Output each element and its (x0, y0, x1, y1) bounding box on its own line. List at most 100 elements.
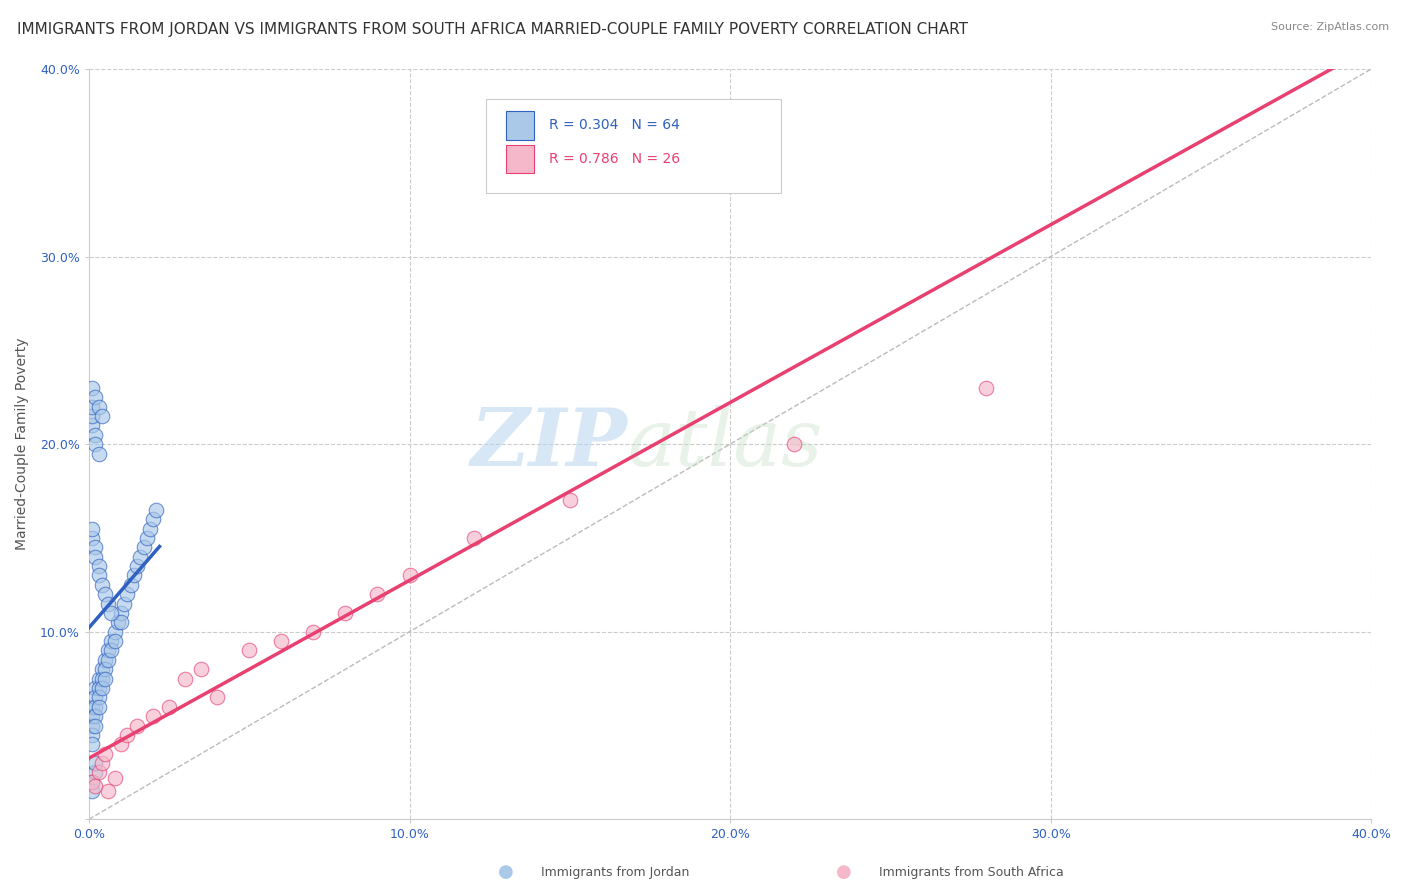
Point (87, 400, 110, 414)
Point (90, 409, 112, 423)
Text: R = 0.304   N = 64: R = 0.304 N = 64 (550, 119, 681, 132)
Point (122, 568, 145, 582)
Text: IMMIGRANTS FROM JORDAN VS IMMIGRANTS FROM SOUTH AFRICA MARRIED-COUPLE FAMILY POV: IMMIGRANTS FROM JORDAN VS IMMIGRANTS FRO… (17, 22, 967, 37)
Point (82, 418, 104, 433)
Point (110, 615, 132, 630)
Point (97, 784, 120, 798)
Point (84, 541, 107, 555)
Point (104, 624, 127, 639)
Point (82, 737, 104, 751)
Point (655, 156, 678, 170)
Point (302, 624, 325, 639)
Point (94, 587, 117, 601)
Point (84, 427, 107, 442)
Point (94, 653, 117, 667)
Point (100, 606, 122, 620)
Point (82, 522, 104, 536)
Point (84, 690, 107, 705)
FancyBboxPatch shape (486, 99, 782, 193)
Point (90, 756, 112, 770)
Point (82, 699, 104, 714)
Point (87, 672, 110, 686)
Point (174, 672, 197, 686)
Point (142, 709, 165, 723)
Point (82, 709, 104, 723)
Point (82, 381, 104, 395)
Point (100, 634, 122, 648)
Point (142, 512, 165, 526)
Text: Immigrants from Jordan: Immigrants from Jordan (541, 866, 690, 879)
Point (120, 578, 142, 592)
Point (82, 409, 104, 423)
Point (87, 690, 110, 705)
Point (94, 672, 117, 686)
Point (117, 728, 139, 742)
Point (84, 437, 107, 451)
Text: Source: ZipAtlas.com: Source: ZipAtlas.com (1271, 22, 1389, 32)
Point (238, 643, 260, 657)
Text: Immigrants from South Africa: Immigrants from South Africa (879, 866, 1063, 879)
Point (90, 578, 112, 592)
Point (135, 531, 157, 545)
Point (129, 549, 152, 564)
Point (97, 597, 120, 611)
Point (87, 765, 110, 780)
Point (145, 503, 167, 517)
Point (82, 774, 104, 789)
Point (107, 615, 129, 630)
Point (132, 541, 155, 555)
Point (87, 446, 110, 460)
Point (110, 737, 132, 751)
Point (84, 756, 107, 770)
Point (84, 390, 107, 404)
Bar (506, 145, 534, 173)
Point (90, 681, 112, 695)
Point (84, 765, 107, 780)
Point (82, 531, 104, 545)
Point (90, 662, 112, 676)
Point (82, 774, 104, 789)
Point (87, 681, 110, 695)
Point (783, 437, 806, 451)
Point (82, 728, 104, 742)
Text: ZIP: ZIP (471, 406, 627, 483)
Point (87, 699, 110, 714)
Point (112, 597, 135, 611)
Point (398, 568, 420, 582)
Point (100, 643, 122, 657)
Y-axis label: Married-Couple Family Poverty: Married-Couple Family Poverty (15, 338, 30, 550)
Point (84, 681, 107, 695)
Point (104, 634, 127, 648)
Point (82, 400, 104, 414)
Text: ●: ● (835, 863, 852, 881)
Point (97, 653, 120, 667)
Point (104, 771, 127, 785)
Point (110, 606, 132, 620)
Point (82, 784, 104, 798)
Point (127, 559, 149, 574)
Point (190, 662, 212, 676)
Point (87, 568, 110, 582)
Point (335, 606, 357, 620)
Bar (506, 112, 534, 139)
Point (205, 690, 228, 705)
Point (558, 493, 581, 508)
Text: atlas: atlas (627, 406, 823, 483)
Point (366, 587, 388, 601)
Point (976, 381, 998, 395)
Point (87, 559, 110, 574)
Point (84, 718, 107, 732)
Point (97, 643, 120, 657)
Point (117, 587, 139, 601)
Point (84, 779, 107, 793)
Point (94, 662, 117, 676)
Text: R = 0.786   N = 26: R = 0.786 N = 26 (550, 153, 681, 166)
Point (84, 549, 107, 564)
Point (463, 531, 485, 545)
Point (139, 522, 162, 536)
Point (84, 699, 107, 714)
Point (127, 718, 149, 732)
Point (157, 699, 180, 714)
Text: ●: ● (498, 863, 515, 881)
Point (94, 747, 117, 761)
